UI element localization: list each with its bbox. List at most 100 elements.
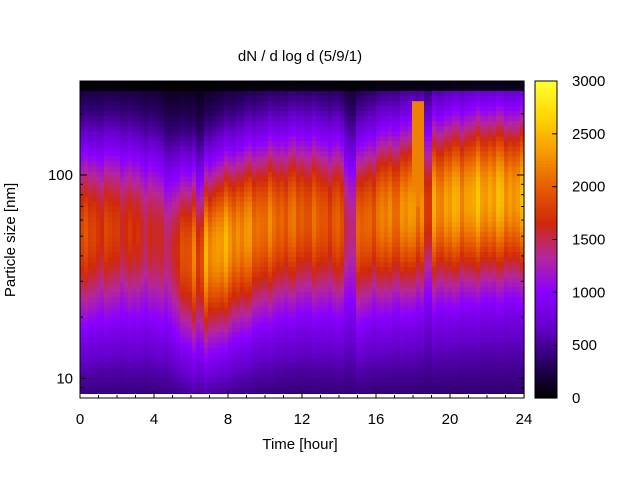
heatmap-cell (380, 307, 385, 314)
heatmap-cell (368, 211, 373, 218)
heatmap-cell (316, 121, 321, 127)
heatmap-cell (320, 317, 325, 324)
heatmap-cell (376, 382, 381, 389)
heatmap-cell (296, 257, 301, 263)
heatmap-cell (184, 372, 189, 379)
heatmap-cell (208, 176, 213, 183)
heatmap-cell (316, 242, 321, 248)
heatmap-cell (292, 101, 297, 107)
heatmap-cell (256, 101, 261, 107)
heatmap-cell (280, 347, 285, 354)
heatmap-cell (156, 387, 161, 394)
heatmap-cell (372, 141, 377, 148)
heatmap-cell (340, 156, 345, 163)
heatmap-cell (100, 382, 105, 389)
heatmap-cell (328, 337, 333, 344)
heatmap-cell (108, 131, 113, 137)
heatmap-cell (240, 141, 245, 148)
heatmap-cell (352, 327, 357, 334)
heatmap-cell (128, 292, 133, 298)
heatmap-cell (244, 236, 249, 243)
heatmap-cell (148, 131, 153, 137)
heatmap-cell (360, 91, 365, 97)
heatmap-cell (152, 136, 157, 142)
heatmap-cell (136, 226, 141, 233)
heatmap-cell (284, 282, 289, 288)
heatmap-cell (124, 101, 129, 107)
heatmap-cell (156, 377, 161, 384)
heatmap-cell (196, 377, 201, 384)
heatmap-cell (280, 211, 285, 218)
heatmap-cell (180, 166, 185, 173)
heatmap-cell (216, 141, 221, 148)
heatmap-cell (156, 206, 161, 213)
heatmap-cell (292, 111, 297, 117)
heatmap-cell (244, 141, 249, 148)
heatmap-cell (124, 367, 129, 374)
heatmap-cell (112, 111, 117, 117)
heatmap-cell (364, 257, 369, 263)
heatmap-cell (212, 221, 217, 228)
heatmap-cell (196, 257, 201, 263)
heatmap-cell (284, 196, 289, 203)
heatmap-cell (292, 262, 297, 268)
heatmap-cell (108, 81, 113, 87)
heatmap-cell (316, 357, 321, 364)
heatmap-cell (152, 357, 157, 364)
heatmap-cell (208, 201, 213, 208)
heatmap-cell (96, 161, 101, 168)
heatmap-cell (132, 171, 137, 178)
heatmap-cell (220, 96, 225, 102)
heatmap-cell (252, 372, 257, 379)
heatmap-cell (232, 161, 237, 168)
heatmap-cell (184, 262, 189, 268)
heatmap-cell (172, 262, 177, 268)
heatmap-cell (92, 327, 97, 334)
heatmap-cell (104, 322, 109, 329)
heatmap-cell (176, 362, 181, 369)
heatmap-cell (364, 96, 369, 102)
heatmap-cell (252, 317, 257, 324)
heatmap-cell (116, 96, 121, 102)
heatmap-cell (220, 231, 225, 238)
heatmap-cell (120, 221, 125, 228)
heatmap-cell (352, 81, 357, 87)
heatmap-cell (184, 151, 189, 158)
heatmap-cell (176, 317, 181, 324)
heatmap-cell (80, 121, 85, 127)
heatmap-cell (232, 191, 237, 198)
heatmap-cell (296, 327, 301, 334)
heatmap-cell (164, 282, 169, 288)
heatmap-cell (324, 161, 329, 168)
heatmap-cell (152, 111, 157, 117)
heatmap-cell (184, 181, 189, 188)
heatmap-cell (84, 327, 89, 334)
heatmap-cell (192, 221, 197, 228)
heatmap-cell (268, 357, 273, 364)
heatmap-cell (112, 302, 117, 309)
heatmap-cell (224, 196, 229, 203)
heatmap-cell (316, 196, 321, 203)
heatmap-cell (184, 297, 189, 303)
heatmap-cell (112, 382, 117, 389)
heatmap-cell (196, 322, 201, 329)
heatmap-cell (96, 121, 101, 127)
heatmap-cell (96, 292, 101, 298)
heatmap-cell (116, 131, 121, 137)
heatmap-cell (344, 312, 349, 319)
heatmap-cell (252, 176, 257, 183)
heatmap-cell (164, 211, 169, 218)
heatmap-cell (260, 382, 265, 389)
heatmap-cell (376, 196, 381, 203)
heatmap-cell (224, 277, 229, 283)
heatmap-cell (200, 96, 205, 102)
heatmap-cell (324, 347, 329, 354)
heatmap-cell (108, 181, 113, 188)
heatmap-cell (128, 352, 133, 359)
heatmap-cell (328, 287, 333, 293)
heatmap-cell (376, 242, 381, 248)
heatmap-cell (312, 181, 317, 188)
heatmap-cell (348, 257, 353, 263)
heatmap-cell (132, 357, 137, 364)
heatmap-cell (196, 236, 201, 243)
